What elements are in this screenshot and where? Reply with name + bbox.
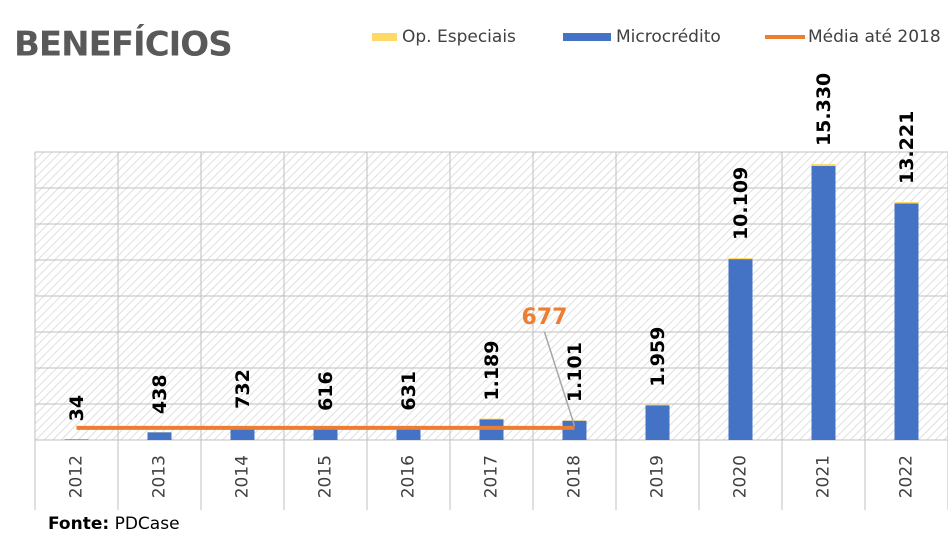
legend: Op. Especiais Microcrédito Média até 2018 bbox=[372, 27, 941, 47]
total-label: 732 bbox=[232, 369, 254, 409]
bar-segment bbox=[728, 258, 753, 260]
footer-text: PDCase bbox=[115, 514, 180, 534]
x-tick-label: 2014 bbox=[233, 455, 253, 498]
legend-label: Op. Especiais bbox=[402, 27, 516, 47]
bar-segment bbox=[728, 259, 753, 440]
x-tick-label: 2016 bbox=[399, 455, 419, 498]
annotation-leader bbox=[543, 331, 576, 427]
bar-segment bbox=[894, 203, 919, 440]
total-label: 10.109 bbox=[730, 167, 752, 240]
bar-segment bbox=[811, 164, 836, 166]
bar-segment bbox=[562, 420, 587, 421]
x-tick-label: 2019 bbox=[648, 455, 668, 498]
bar-segment bbox=[230, 427, 255, 440]
bar-segment bbox=[562, 420, 587, 440]
x-tick-label: 2020 bbox=[731, 455, 751, 498]
legend-swatch bbox=[563, 33, 611, 41]
chart-title: BENEFÍCIOS bbox=[14, 24, 232, 65]
bar-segment bbox=[147, 432, 172, 440]
total-label: 1.189 bbox=[481, 340, 503, 400]
legend-label: Média até 2018 bbox=[808, 27, 941, 47]
total-label: 631 bbox=[398, 371, 420, 411]
total-label: 34 bbox=[66, 395, 88, 421]
x-tick-label: 2018 bbox=[565, 455, 585, 498]
bar-segment bbox=[313, 429, 338, 440]
bar-segment bbox=[396, 428, 421, 440]
bar-segment bbox=[479, 418, 504, 420]
footer: Fonte: PDCase bbox=[48, 514, 180, 534]
x-tick-label: 2015 bbox=[316, 455, 336, 498]
total-label: 15.330 bbox=[813, 73, 835, 146]
total-label: 438 bbox=[149, 374, 171, 414]
total-label: 1.101 bbox=[564, 342, 586, 402]
x-tick-label: 2012 bbox=[67, 455, 87, 498]
x-tick-label: 2013 bbox=[150, 455, 170, 498]
total-label: 13.221 bbox=[896, 111, 918, 184]
legend-swatch bbox=[372, 33, 397, 41]
bar-segment bbox=[64, 439, 89, 440]
x-tick-label: 2021 bbox=[814, 455, 834, 498]
bar-segment bbox=[645, 404, 670, 406]
x-tick-label: 2017 bbox=[482, 455, 502, 498]
footer-label: Fonte: bbox=[48, 514, 109, 534]
annotation-label: 677 bbox=[522, 305, 568, 330]
x-tick-label: 2022 bbox=[897, 455, 917, 498]
bar-segment bbox=[645, 405, 670, 440]
bar-segment bbox=[811, 165, 836, 441]
legend-label: Microcrédito bbox=[616, 27, 721, 47]
total-label: 1.959 bbox=[647, 327, 669, 387]
total-label: 616 bbox=[315, 371, 337, 411]
bar-segment bbox=[894, 202, 919, 204]
